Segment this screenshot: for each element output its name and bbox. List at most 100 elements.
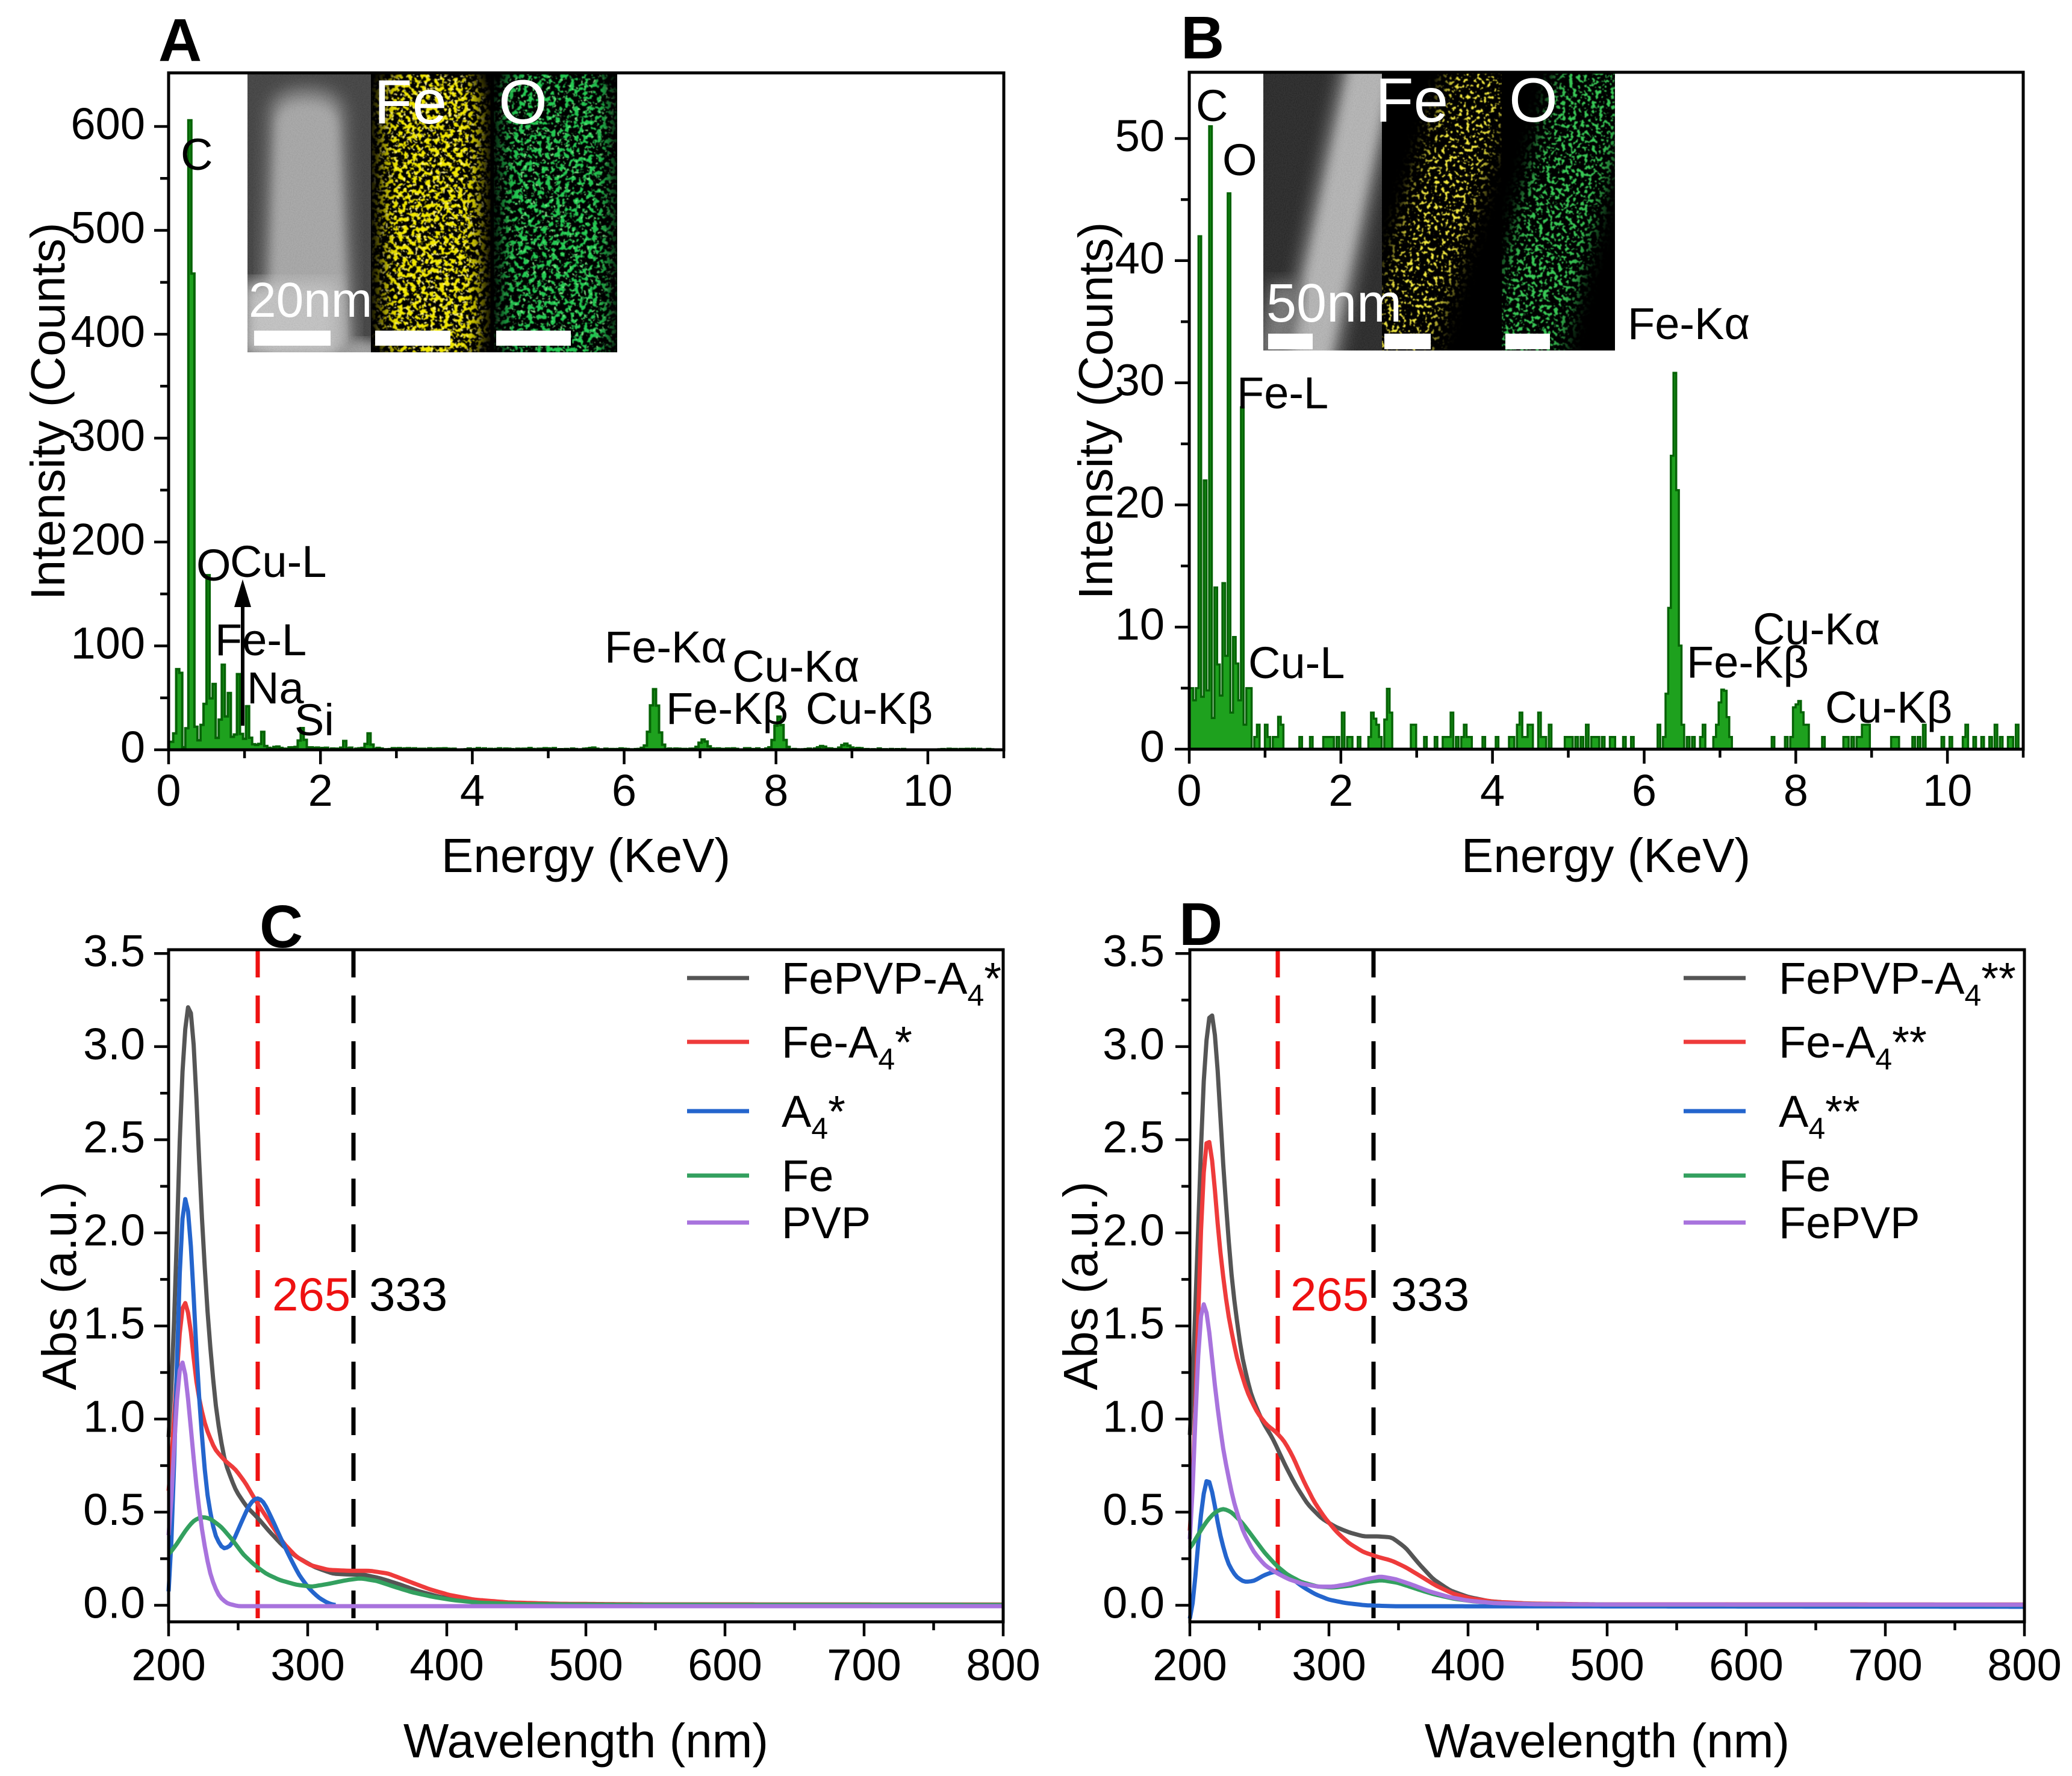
svg-text:Cu-Kβ: Cu-Kβ xyxy=(1825,682,1952,732)
svg-text:700: 700 xyxy=(1848,1640,1922,1690)
svg-text:333: 333 xyxy=(1391,1268,1469,1321)
svg-text:O: O xyxy=(499,67,547,137)
svg-text:30: 30 xyxy=(1115,355,1165,405)
svg-text:1.5: 1.5 xyxy=(1103,1298,1165,1348)
svg-text:2.0: 2.0 xyxy=(83,1205,145,1255)
svg-text:3.5: 3.5 xyxy=(83,926,145,976)
svg-text:0.0: 0.0 xyxy=(83,1578,145,1628)
svg-text:200: 200 xyxy=(131,1640,205,1690)
svg-text:Fe-Kβ: Fe-Kβ xyxy=(1687,637,1809,687)
svg-text:Cu-L: Cu-L xyxy=(1248,638,1345,688)
svg-text:A: A xyxy=(158,7,202,74)
svg-text:265: 265 xyxy=(1290,1268,1369,1321)
svg-text:400: 400 xyxy=(1431,1640,1505,1690)
svg-text:C: C xyxy=(181,129,213,179)
svg-text:10: 10 xyxy=(1115,599,1165,649)
svg-text:O: O xyxy=(1222,135,1257,185)
svg-text:O: O xyxy=(1509,66,1558,136)
svg-text:800: 800 xyxy=(966,1640,1040,1690)
svg-text:265: 265 xyxy=(272,1268,350,1321)
svg-text:Wavelength (nm): Wavelength (nm) xyxy=(1425,1714,1790,1768)
svg-text:400: 400 xyxy=(71,307,145,357)
svg-text:3.5: 3.5 xyxy=(1103,926,1165,976)
svg-text:300: 300 xyxy=(71,411,145,461)
svg-text:0: 0 xyxy=(1140,721,1165,771)
svg-text:600: 600 xyxy=(688,1640,762,1690)
svg-text:0.5: 0.5 xyxy=(1103,1485,1165,1535)
svg-text:Si: Si xyxy=(294,695,334,745)
svg-text:3.0: 3.0 xyxy=(83,1019,145,1069)
svg-text:800: 800 xyxy=(1987,1640,2061,1690)
svg-text:Fe-Kβ: Fe-Kβ xyxy=(666,684,788,734)
svg-text:Cu-Kβ: Cu-Kβ xyxy=(806,684,933,734)
svg-text:Fe: Fe xyxy=(782,1151,833,1201)
svg-text:Wavelength (nm): Wavelength (nm) xyxy=(403,1714,768,1768)
svg-text:500: 500 xyxy=(1570,1640,1644,1690)
svg-text:3.0: 3.0 xyxy=(1103,1019,1165,1069)
svg-text:2.5: 2.5 xyxy=(83,1112,145,1162)
svg-text:PVP: PVP xyxy=(782,1198,871,1248)
svg-text:0: 0 xyxy=(156,765,181,815)
svg-text:Fe-Kα: Fe-Kα xyxy=(605,622,727,672)
svg-text:Fe: Fe xyxy=(1779,1151,1831,1201)
svg-text:0.0: 0.0 xyxy=(1103,1578,1165,1628)
svg-text:Fe-L: Fe-L xyxy=(1237,368,1328,418)
svg-text:100: 100 xyxy=(71,618,145,668)
svg-text:FePVP-A4*: FePVP-A4* xyxy=(782,953,1001,1012)
svg-text:200: 200 xyxy=(1153,1640,1227,1690)
svg-text:Fe: Fe xyxy=(1375,66,1448,136)
svg-text:Cu-Kα: Cu-Kα xyxy=(1753,604,1880,654)
svg-text:Na: Na xyxy=(247,663,304,713)
svg-text:Intensity (Counts): Intensity (Counts) xyxy=(1069,222,1122,600)
svg-text:20nm: 20nm xyxy=(249,273,372,328)
svg-text:50: 50 xyxy=(1115,111,1165,161)
svg-text:0.5: 0.5 xyxy=(83,1485,145,1535)
svg-text:Fe: Fe xyxy=(374,67,447,137)
svg-text:6: 6 xyxy=(1632,765,1657,815)
svg-text:300: 300 xyxy=(270,1640,344,1690)
svg-text:20: 20 xyxy=(1115,477,1165,527)
svg-text:1.0: 1.0 xyxy=(1103,1391,1165,1441)
svg-text:8: 8 xyxy=(1784,765,1808,815)
svg-text:50nm: 50nm xyxy=(1266,273,1402,334)
svg-text:Fe-A4**: Fe-A4** xyxy=(1779,1017,1927,1076)
svg-text:4: 4 xyxy=(460,765,485,815)
svg-text:C: C xyxy=(1196,81,1228,131)
svg-text:0: 0 xyxy=(1177,765,1201,815)
svg-text:2.0: 2.0 xyxy=(1103,1205,1165,1255)
svg-text:2: 2 xyxy=(1328,765,1353,815)
svg-text:300: 300 xyxy=(1292,1640,1366,1690)
svg-text:333: 333 xyxy=(369,1268,447,1321)
svg-text:10: 10 xyxy=(903,765,953,815)
svg-text:Fe-A4*: Fe-A4* xyxy=(782,1017,912,1076)
svg-text:200: 200 xyxy=(71,514,145,564)
svg-text:Fe-Kα: Fe-Kα xyxy=(1628,299,1750,349)
svg-text:600: 600 xyxy=(1709,1640,1783,1690)
svg-text:Abs (a.u.): Abs (a.u.) xyxy=(1054,1182,1107,1391)
svg-text:0: 0 xyxy=(120,722,145,772)
svg-text:500: 500 xyxy=(549,1640,623,1690)
svg-text:600: 600 xyxy=(71,99,145,149)
svg-text:10: 10 xyxy=(1923,765,1972,815)
svg-text:4: 4 xyxy=(1480,765,1505,815)
svg-text:700: 700 xyxy=(827,1640,901,1690)
svg-text:O: O xyxy=(196,540,231,590)
svg-text:2: 2 xyxy=(308,765,333,815)
svg-text:2.5: 2.5 xyxy=(1103,1112,1165,1162)
svg-text:A4**: A4** xyxy=(1779,1086,1860,1145)
svg-text:Fe-L: Fe-L xyxy=(215,615,306,665)
svg-text:Cu-Kα: Cu-Kα xyxy=(732,641,859,691)
svg-text:D: D xyxy=(1179,891,1222,958)
svg-text:B: B xyxy=(1181,4,1224,72)
svg-text:FePVP: FePVP xyxy=(1779,1198,1920,1248)
svg-text:Abs (a.u.): Abs (a.u.) xyxy=(33,1182,86,1391)
svg-text:1.5: 1.5 xyxy=(83,1298,145,1348)
svg-text:8: 8 xyxy=(764,765,788,815)
svg-text:Energy (KeV): Energy (KeV) xyxy=(441,829,730,882)
svg-text:1.0: 1.0 xyxy=(83,1391,145,1441)
svg-text:40: 40 xyxy=(1115,233,1165,283)
svg-text:Cu-L: Cu-L xyxy=(230,537,326,587)
svg-text:Intensity (Counts): Intensity (Counts) xyxy=(21,223,75,600)
svg-text:6: 6 xyxy=(612,765,636,815)
svg-text:500: 500 xyxy=(71,203,145,253)
